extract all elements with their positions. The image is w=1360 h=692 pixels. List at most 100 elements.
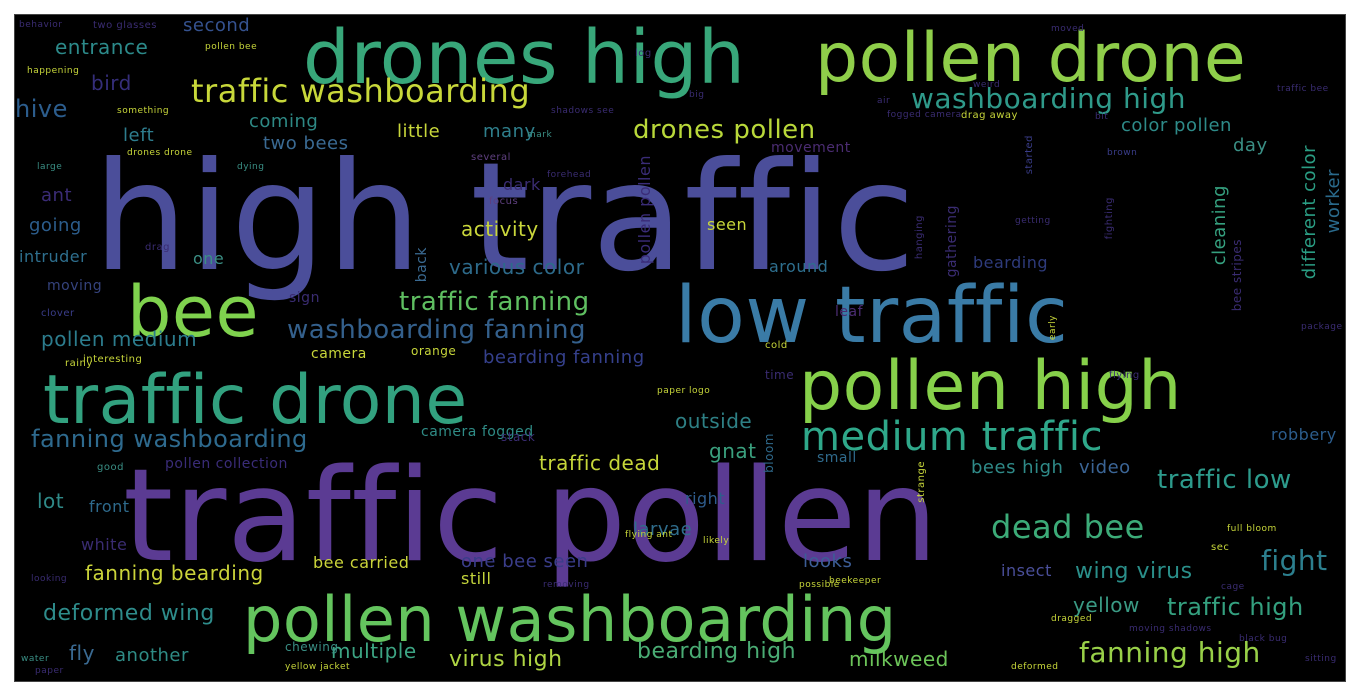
word: yellow jacket — [285, 662, 351, 672]
word: started — [1024, 135, 1035, 175]
word: water — [21, 654, 50, 664]
word: camera fogged — [421, 424, 534, 440]
word: bee stripes — [1230, 239, 1244, 312]
word: milkweed — [849, 647, 949, 671]
word: bearding high — [637, 639, 797, 664]
word: likely — [703, 536, 730, 546]
word: fanning washboarding — [31, 425, 308, 453]
word-cloud-canvas: high traffic traffic pollen drones high … — [14, 14, 1346, 682]
word: bearding — [973, 253, 1048, 272]
word: bit — [1095, 112, 1109, 122]
word: bird — [91, 71, 132, 95]
word: second — [183, 15, 251, 36]
word: shadows see — [551, 106, 615, 116]
word: drag away — [961, 110, 1018, 121]
word: high traffic — [93, 131, 916, 305]
word: sitting — [1305, 654, 1337, 664]
word: fly — [69, 641, 95, 665]
word: hanging — [914, 215, 925, 260]
word: clover — [41, 308, 75, 319]
word: full bloom — [1227, 524, 1277, 534]
word: cold — [765, 340, 788, 351]
word: various color — [449, 255, 585, 279]
word: something — [117, 106, 170, 116]
word: drones pollen — [633, 115, 816, 145]
word: possible — [799, 580, 840, 590]
word: traffic drone — [43, 361, 468, 440]
word: larvae — [633, 519, 693, 540]
word: looks — [803, 551, 853, 572]
word: yellow — [1073, 593, 1140, 617]
word: rainy — [65, 358, 93, 369]
word: removing — [543, 580, 590, 590]
word: brown — [1107, 148, 1138, 158]
word: medium traffic — [801, 414, 1104, 460]
word: deformed — [1011, 662, 1059, 672]
word: big — [689, 90, 705, 100]
word: small — [817, 450, 857, 466]
word: looking — [31, 574, 68, 584]
word: white — [81, 535, 128, 554]
word: coming — [249, 111, 319, 132]
word: two glasses — [93, 20, 157, 31]
word: activity — [461, 217, 539, 241]
word: cleaning — [1209, 185, 1230, 266]
word: good — [97, 462, 124, 473]
word: gnat — [709, 439, 757, 463]
word: outside — [675, 409, 753, 433]
word: movement — [771, 140, 851, 156]
word: pollen drone — [815, 19, 1247, 98]
word: washboarding high — [911, 82, 1186, 115]
word: beekeeper — [829, 576, 882, 586]
word: different color — [1299, 145, 1320, 280]
word: traffic fanning — [399, 287, 590, 317]
word: wing virus — [1075, 559, 1193, 584]
word: bee carried — [313, 553, 410, 572]
word: happening — [27, 66, 80, 76]
word: dark — [503, 175, 541, 194]
word: gathering — [944, 205, 960, 278]
word: day — [1233, 135, 1268, 156]
word: stack — [501, 430, 536, 444]
word: orange — [411, 344, 457, 358]
word: dragged — [1051, 614, 1093, 624]
word: ant — [41, 185, 72, 206]
word: entrance — [55, 35, 149, 59]
word: one bee seen — [461, 551, 589, 572]
word: sec — [1211, 542, 1230, 553]
word: time — [765, 368, 795, 382]
word: drones high — [303, 15, 746, 101]
word: dying — [237, 162, 265, 172]
word: multiple — [331, 639, 417, 663]
word: hive — [15, 95, 68, 123]
word: worker — [1323, 169, 1344, 234]
word: seen — [707, 215, 748, 234]
word: mark — [527, 130, 553, 140]
word: fanning high — [1079, 636, 1261, 669]
word: moved — [1051, 24, 1085, 34]
word: pollen collection — [165, 456, 288, 472]
word: back — [414, 247, 430, 283]
word: virus high — [449, 647, 563, 672]
word: fighting — [1104, 197, 1115, 240]
word: paper logo — [657, 386, 711, 396]
word: left — [123, 125, 155, 146]
word: traffic low — [1157, 465, 1292, 495]
word: washboarding fanning — [287, 315, 587, 345]
word: chewing — [285, 640, 339, 654]
word: still — [461, 569, 492, 588]
word: interesting — [83, 354, 143, 365]
word: early — [1048, 315, 1058, 341]
word: bee — [127, 271, 260, 353]
word: paper — [35, 666, 64, 676]
word: strange — [916, 461, 927, 503]
word: pollen washboarding — [243, 583, 897, 656]
word: several — [471, 152, 511, 163]
word: flying ant — [625, 530, 673, 540]
word: little — [397, 121, 441, 142]
word: moving shadows — [1129, 624, 1212, 634]
word: package — [1301, 322, 1343, 332]
word: fogged camera — [887, 110, 962, 120]
word: pollen bee — [205, 42, 258, 52]
word: traffic pollen — [123, 442, 939, 591]
